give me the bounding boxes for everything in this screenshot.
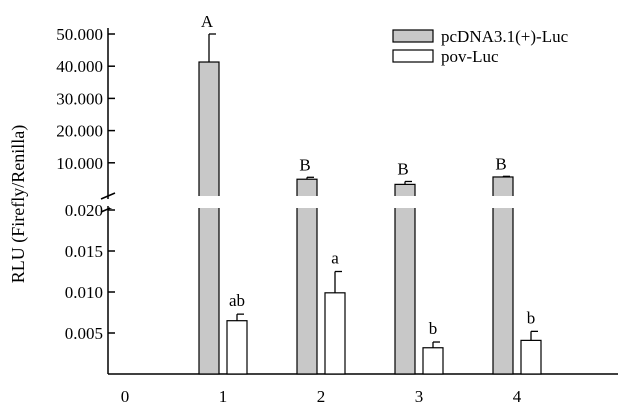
- axis-break-gap: [110, 196, 620, 208]
- significance-label: b: [527, 308, 536, 327]
- legend-swatch-pov: [392, 49, 434, 63]
- significance-label: b: [429, 319, 438, 338]
- y-tick-label: 0.015: [65, 242, 103, 261]
- y-tick-label: 20.000: [56, 122, 103, 141]
- y-tick-label: 0.010: [65, 283, 103, 302]
- significance-label: B: [495, 154, 506, 173]
- x-tick-label: 2: [317, 387, 326, 406]
- y-axis-label: RLU (Firefly/Renilla): [8, 125, 29, 283]
- bar-3-pcdna: [394, 183, 416, 375]
- significance-label: ab: [229, 291, 245, 310]
- x-tick-label: 3: [415, 387, 424, 406]
- y-tick-label: 0.005: [65, 324, 103, 343]
- bars: [110, 33, 620, 375]
- legend-label-pcdna: pcDNA3.1(+)-Luc: [441, 27, 569, 46]
- legend-label-pov: pov-Luc: [441, 47, 499, 66]
- significance-label: B: [397, 159, 408, 178]
- bar-1-pov: [226, 320, 248, 375]
- legend-swatch-pcdna: [392, 29, 434, 43]
- y-tick-label: 10.000: [56, 154, 103, 173]
- y-tick-label: 40.000: [56, 57, 103, 76]
- bar-2-pcdna: [296, 178, 318, 375]
- y-tick-label: 50.000: [56, 25, 103, 44]
- bar-3-pov: [422, 347, 444, 375]
- significance-label: A: [201, 12, 214, 31]
- y-tick-label: 0.020: [65, 201, 103, 220]
- bar-1-pcdna: [198, 61, 220, 375]
- x-tick-label: 1: [219, 387, 228, 406]
- x-tick-label: 4: [513, 387, 522, 406]
- y-tick-label: 30.000: [56, 89, 103, 108]
- significance-label: a: [331, 249, 339, 268]
- axis-break-mark: [100, 192, 116, 200]
- x-tick-label: 0: [121, 387, 130, 406]
- bar-2-pov: [324, 292, 346, 375]
- significance-label: B: [299, 155, 310, 174]
- bar-4-pov: [520, 339, 542, 375]
- axes: 10.000 20.000 30.000 40.000 50.000 0.005 0.010…: [8, 25, 618, 406]
